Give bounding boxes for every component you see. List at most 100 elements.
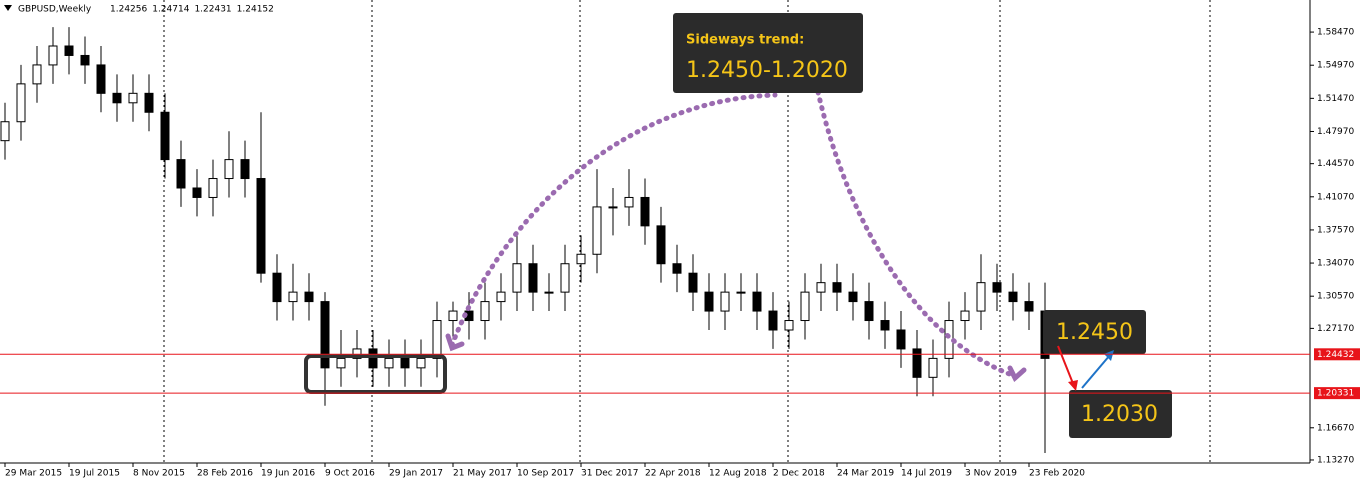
y-tick-label: 1.58470: [1317, 28, 1354, 38]
x-tick-label: 29 Mar 2015: [5, 469, 62, 479]
candle-body: [352, 348, 362, 359]
candle-body: [592, 206, 602, 255]
candle-body: [144, 92, 154, 113]
candle-body: [496, 291, 506, 303]
candle-body: [768, 310, 778, 331]
candle-body: [608, 206, 618, 209]
header-value: 1.24714: [152, 5, 189, 15]
dotted-arc: [449, 92, 778, 348]
candle-body: [384, 357, 394, 369]
candle-body: [48, 45, 58, 66]
candle-body: [688, 272, 698, 293]
candle-body: [336, 357, 346, 369]
y-tick-label: 1.34070: [1317, 259, 1354, 269]
candle-body: [864, 301, 874, 322]
candle-body: [128, 92, 138, 104]
candle-body: [256, 178, 266, 274]
candle-body: [416, 357, 426, 369]
candle-body: [112, 92, 122, 104]
candle-body: [528, 263, 538, 293]
candle-body: [1024, 301, 1034, 312]
candle-body: [480, 301, 490, 322]
header-value: 1.24256: [110, 5, 147, 15]
candle-body: [512, 263, 522, 293]
candle-body: [240, 159, 250, 180]
y-tick-label: 1.47970: [1317, 127, 1354, 137]
arrow: [1081, 354, 1111, 389]
y-tick-label: 1.37570: [1317, 225, 1354, 235]
header-value: 1.22431: [194, 5, 231, 15]
candle-body: [400, 357, 410, 369]
y-tick-label: 1.27170: [1317, 324, 1354, 334]
arc-head: [445, 333, 465, 352]
candle-body: [848, 291, 858, 303]
candle-body: [64, 45, 74, 56]
y-tick-label: 1.41070: [1317, 192, 1354, 202]
candle-body: [624, 196, 634, 208]
candle-body: [448, 310, 458, 322]
x-tick-label: 28 Feb 2016: [197, 469, 253, 479]
candle-body: [816, 282, 826, 293]
level-label-box: [1314, 348, 1360, 361]
candle-body: [736, 291, 746, 294]
candle-body: [288, 291, 298, 303]
arrow-head: [1068, 380, 1078, 391]
x-tick-label: 12 Aug 2018: [709, 469, 767, 479]
candle-body: [32, 64, 42, 85]
candle-body: [960, 310, 970, 322]
x-tick-label: 29 Jan 2017: [389, 469, 443, 479]
candle-body: [304, 291, 314, 303]
y-tick-label: 1.16670: [1317, 423, 1354, 433]
candle-body: [880, 320, 890, 331]
label-box: [1043, 310, 1146, 354]
candle-body: [368, 348, 378, 369]
x-tick-label: 21 May 2017: [453, 469, 512, 479]
candle-body: [896, 329, 906, 350]
candle-body: [224, 159, 234, 180]
candle-body: [176, 159, 186, 189]
annotation: 1.2450-1.2020: [686, 58, 848, 83]
range-box: [304, 354, 447, 394]
label-box: [1069, 390, 1172, 438]
x-tick-label: 3 Nov 2019: [965, 469, 1017, 479]
candle-body: [192, 187, 202, 198]
candle-body: [1008, 291, 1018, 303]
arc-head: [1007, 365, 1027, 383]
x-tick-label: 24 Mar 2019: [837, 469, 894, 479]
candle-body: [720, 291, 730, 312]
level-label-box: [1314, 387, 1360, 400]
y-tick-label: 1.51470: [1317, 94, 1354, 104]
overlay: Sideways trend: 1.2450-1.2020 1.2450 1.2…: [304, 13, 1172, 438]
x-tick-label: 31 Dec 2017: [581, 469, 639, 479]
annotation: 1.2030: [1081, 402, 1158, 427]
candle-body: [96, 64, 106, 94]
level-label: 1.20331: [1317, 389, 1354, 399]
candle-body: [560, 263, 570, 293]
x-tick-label: 14 Jul 2019: [901, 469, 952, 479]
x-tick-label: 19 Jun 2016: [261, 469, 315, 479]
candle-body: [208, 178, 218, 198]
y-tick-label: 1.54970: [1317, 61, 1354, 71]
arrow-head: [1104, 350, 1114, 361]
candle-body: [320, 301, 330, 369]
x-tick-label: 2 Dec 2018: [773, 469, 825, 479]
candle-body: [912, 348, 922, 378]
y-tick-label: 1.44570: [1317, 159, 1354, 169]
x-tick-label: 10 Sep 2017: [517, 469, 574, 479]
candle-body: [672, 263, 682, 274]
candle-body: [832, 282, 842, 293]
candle-body: [752, 291, 762, 312]
dotted-arc: [815, 89, 1015, 378]
arrow: [1057, 345, 1075, 387]
candle-body: [656, 225, 666, 265]
candle-body: [432, 320, 442, 359]
x-tick-label: 8 Nov 2015: [133, 469, 185, 479]
candle-body: [576, 253, 586, 265]
candle-body: [928, 357, 938, 378]
header-value: 1.24152: [237, 5, 274, 15]
menu-triangle: [4, 5, 12, 11]
candle-body: [704, 291, 714, 312]
candle-body: [992, 282, 1002, 293]
header-values: 1.24256 1.24714 1.22431 1.24152: [110, 5, 274, 15]
